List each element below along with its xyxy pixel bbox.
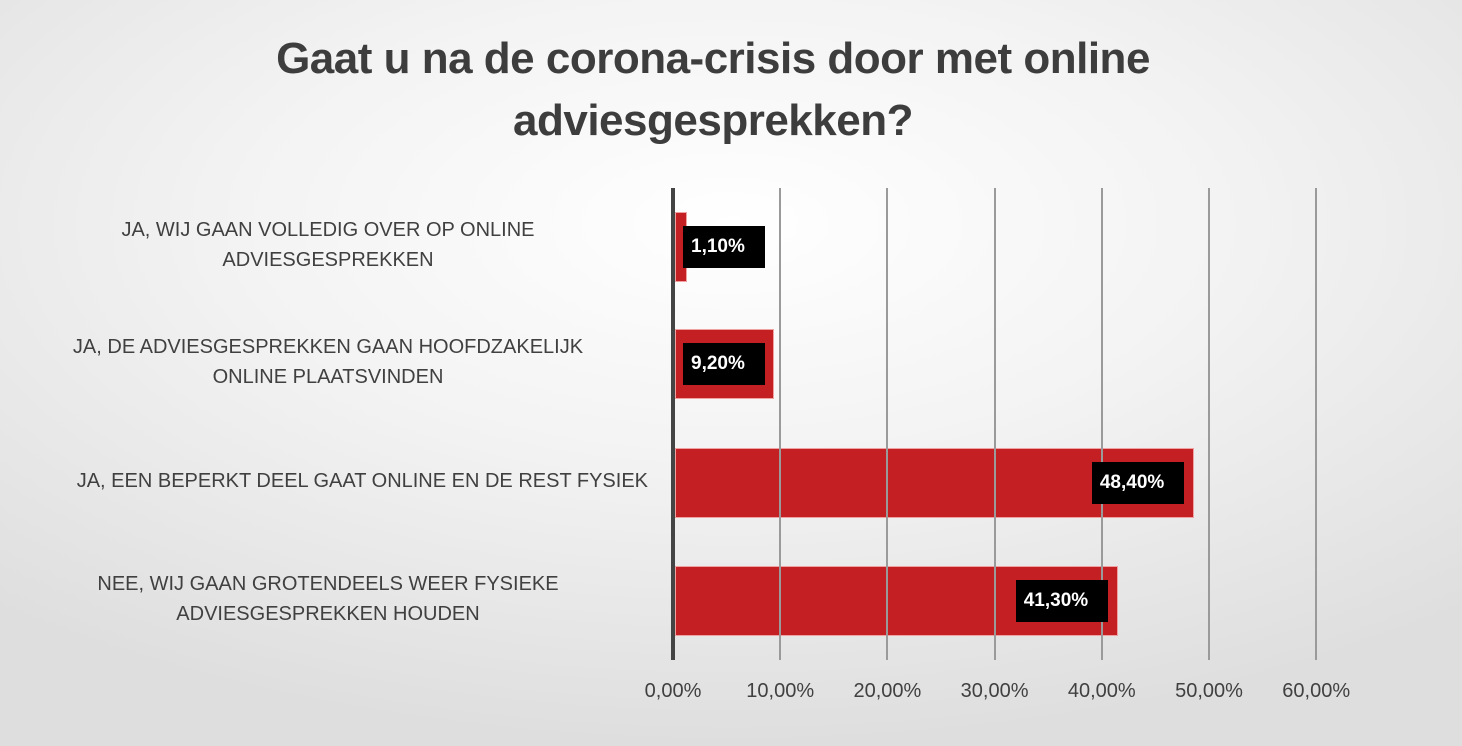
x-tick-label: 10,00% [746,680,815,702]
x-tick-label: 20,00% [853,680,922,702]
gridline [993,188,996,660]
category-label: JA, EEN BEPERKT DEEL GAAT ONLINE EN DE R… [8,466,648,496]
category-label: NEE, WIJ GAAN GROTENDEELS WEER FYSIEKE AD… [8,569,648,629]
x-tick-label: 40,00% [1067,680,1136,702]
category-label-line1: NEE, WIJ GAAN GROTENDEELS WEER FYSIEKE [97,573,559,595]
chart-title: Gaat u na de corona-crisis door met onli… [0,28,1426,152]
data-label: 9,20% [683,343,765,385]
x-tick-label: 60,00% [1282,680,1351,702]
gridline [1100,188,1103,660]
data-label: 41,30% [1015,580,1108,622]
category-label-line1: JA, DE ADVIESGESPREKKEN GAAN HOOFDZAKELI… [72,336,584,358]
category-label: JA, DE ADVIESGESPREKKEN GAAN HOOFDZAKELI… [8,332,648,392]
x-tick-label: 0,00% [644,680,702,702]
category-label-line1: JA, WIJ GAAN VOLLEDIG OVER OP ONLINE [121,219,535,241]
gridline [1315,188,1318,660]
category-label-line2: ONLINE PLAATSVINDEN [212,366,444,388]
category-label-line1: JA, EEN BEPERKT DEEL GAAT ONLINE EN DE R… [76,470,648,492]
x-tick-label: 50,00% [1175,680,1243,702]
x-tick-label: 30,00% [960,680,1029,702]
gridline [779,188,782,660]
chart-title-line2: adviesgesprekken? [513,96,913,145]
y-axis-line [671,188,675,660]
category-label-line2: ADVIESGESPREKKEN HOUDEN [176,603,480,625]
data-label: 48,40% [1091,462,1184,504]
gridline [886,188,889,660]
category-label: JA, WIJ GAAN VOLLEDIG OVER OP ONLINE ADVI… [8,215,648,275]
chart-title-line1: Gaat u na de corona-crisis door met onli… [276,34,1150,83]
gridline [1208,188,1210,660]
data-label: 1,10% [683,226,765,268]
category-label-line2: ADVIESGESPREKKEN [222,249,434,271]
